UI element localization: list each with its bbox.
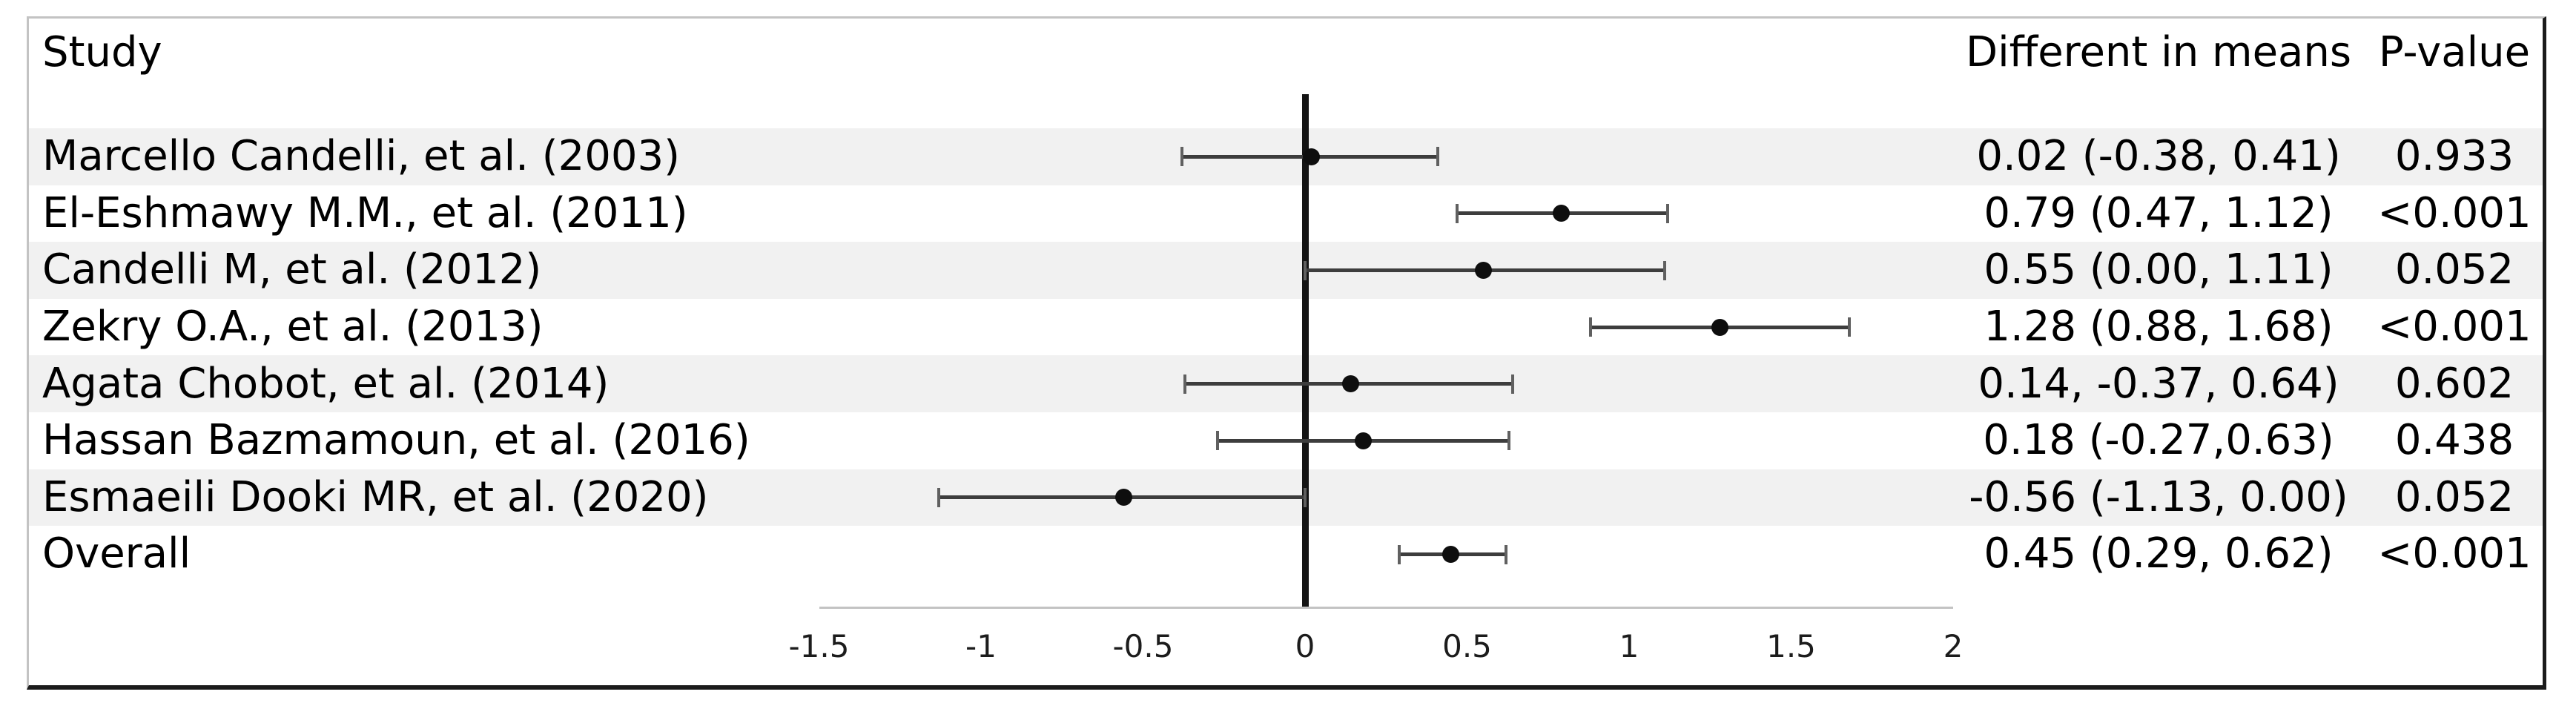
ci-cap-left	[1183, 374, 1187, 394]
diff-in-means-value: 0.18 (-0.27,0.63)	[1983, 416, 2334, 465]
forest-plot-canvas: Marcello Candelli, et al. (2003) 0.02 (-0…	[29, 19, 2543, 685]
mean-marker	[1341, 375, 1359, 393]
ci-cap-right	[1848, 317, 1852, 337]
mean-marker	[1114, 489, 1132, 506]
axis-tick-label: 0	[1295, 628, 1315, 664]
forest-plot-frame: Marcello Candelli, et al. (2003) 0.02 (-0…	[27, 16, 2546, 690]
pvalue-column-header: P-value	[2378, 28, 2531, 76]
diff-in-means-value: 1.28 (0.88, 1.68)	[1984, 303, 2334, 352]
study-label: Esmaeili Dooki MR, et al. (2020)	[42, 472, 709, 521]
study-label: Zekry O.A., et al. (2013)	[42, 303, 544, 352]
study-label: Overall	[42, 529, 191, 578]
axis-tick-label: -0.5	[1112, 628, 1174, 664]
ci-cap-right	[1504, 544, 1507, 564]
axis-tick-label: -1.5	[788, 628, 850, 664]
axis-tick-label: 1	[1619, 628, 1639, 664]
diff-in-means-value: 0.55 (0.00, 1.11)	[1984, 245, 2334, 294]
mean-marker	[1711, 318, 1728, 336]
table-row: El-Eshmawy M.M., et al. (2011) 0.79 (0.47…	[29, 185, 2543, 242]
ci-cap-right	[1304, 487, 1307, 507]
mean-marker	[1355, 432, 1373, 449]
table-row: Marcello Candelli, et al. (2003) 0.02 (-0…	[29, 128, 2543, 185]
zero-reference-line	[1301, 94, 1309, 607]
ci-cap-left	[1588, 317, 1592, 337]
p-value: 0.933	[2394, 132, 2514, 181]
ci-cap-right	[1507, 431, 1511, 451]
axis-tick-label: -1	[965, 628, 997, 664]
p-value: 0.052	[2394, 472, 2514, 521]
study-label: Marcello Candelli, et al. (2003)	[42, 132, 680, 181]
ci-cap-left	[1456, 203, 1459, 223]
table-row: Hassan Bazmamoun, et al. (2016) 0.18 (-0.…	[29, 412, 2543, 469]
ci-cap-right	[1436, 147, 1440, 167]
mean-marker	[1303, 148, 1321, 165]
study-label: Agata Chobot, et al. (2014)	[42, 359, 610, 408]
mean-marker	[1442, 546, 1460, 563]
ci-cap-left	[1397, 544, 1401, 564]
axis-tick-label: 2	[1943, 628, 1964, 664]
study-label: Candelli M, et al. (2012)	[42, 245, 542, 294]
diff-in-means-value: 0.14, -0.37, 0.64)	[1978, 359, 2339, 408]
study-column-header: Study	[42, 28, 162, 76]
diff-in-means-value: 0.02 (-0.38, 0.41)	[1976, 132, 2341, 181]
p-value: <0.001	[2377, 529, 2532, 578]
p-value: 0.052	[2394, 245, 2514, 294]
ci-cap-left	[1304, 260, 1307, 280]
table-row: Candelli M, et al. (2012) 0.55 (0.00, 1.1…	[29, 242, 2543, 299]
ci-cap-left	[1216, 431, 1219, 451]
ci-cap-left	[1180, 147, 1183, 167]
x-axis-line	[819, 607, 1953, 609]
p-value: 0.438	[2394, 416, 2514, 465]
table-row: Overall 0.45 (0.29, 0.62) <0.001	[29, 526, 2543, 583]
axis-tick-label: 0.5	[1442, 628, 1492, 664]
mean-marker	[1552, 205, 1570, 222]
diff-in-means-value: 0.45 (0.29, 0.62)	[1984, 529, 2334, 578]
axis-tick-label: 1.5	[1766, 628, 1816, 664]
ci-cap-right	[1666, 203, 1670, 223]
p-value: <0.001	[2377, 303, 2532, 352]
diff-in-means-column-header: Different in means	[1965, 28, 2352, 76]
table-row: Zekry O.A., et al. (2013) 1.28 (0.88, 1.6…	[29, 299, 2543, 356]
diff-in-means-value: 0.79 (0.47, 1.12)	[1984, 188, 2334, 237]
p-value: 0.602	[2394, 359, 2514, 408]
p-value: <0.001	[2377, 188, 2532, 237]
ci-cap-right	[1510, 374, 1514, 394]
mean-marker	[1474, 262, 1492, 279]
study-label: Hassan Bazmamoun, et al. (2016)	[42, 416, 750, 465]
diff-in-means-value: -0.56 (-1.13, 0.00)	[1969, 472, 2348, 521]
ci-cap-right	[1663, 260, 1667, 280]
ci-cap-left	[937, 487, 941, 507]
study-label: El-Eshmawy M.M., et al. (2011)	[42, 188, 688, 237]
